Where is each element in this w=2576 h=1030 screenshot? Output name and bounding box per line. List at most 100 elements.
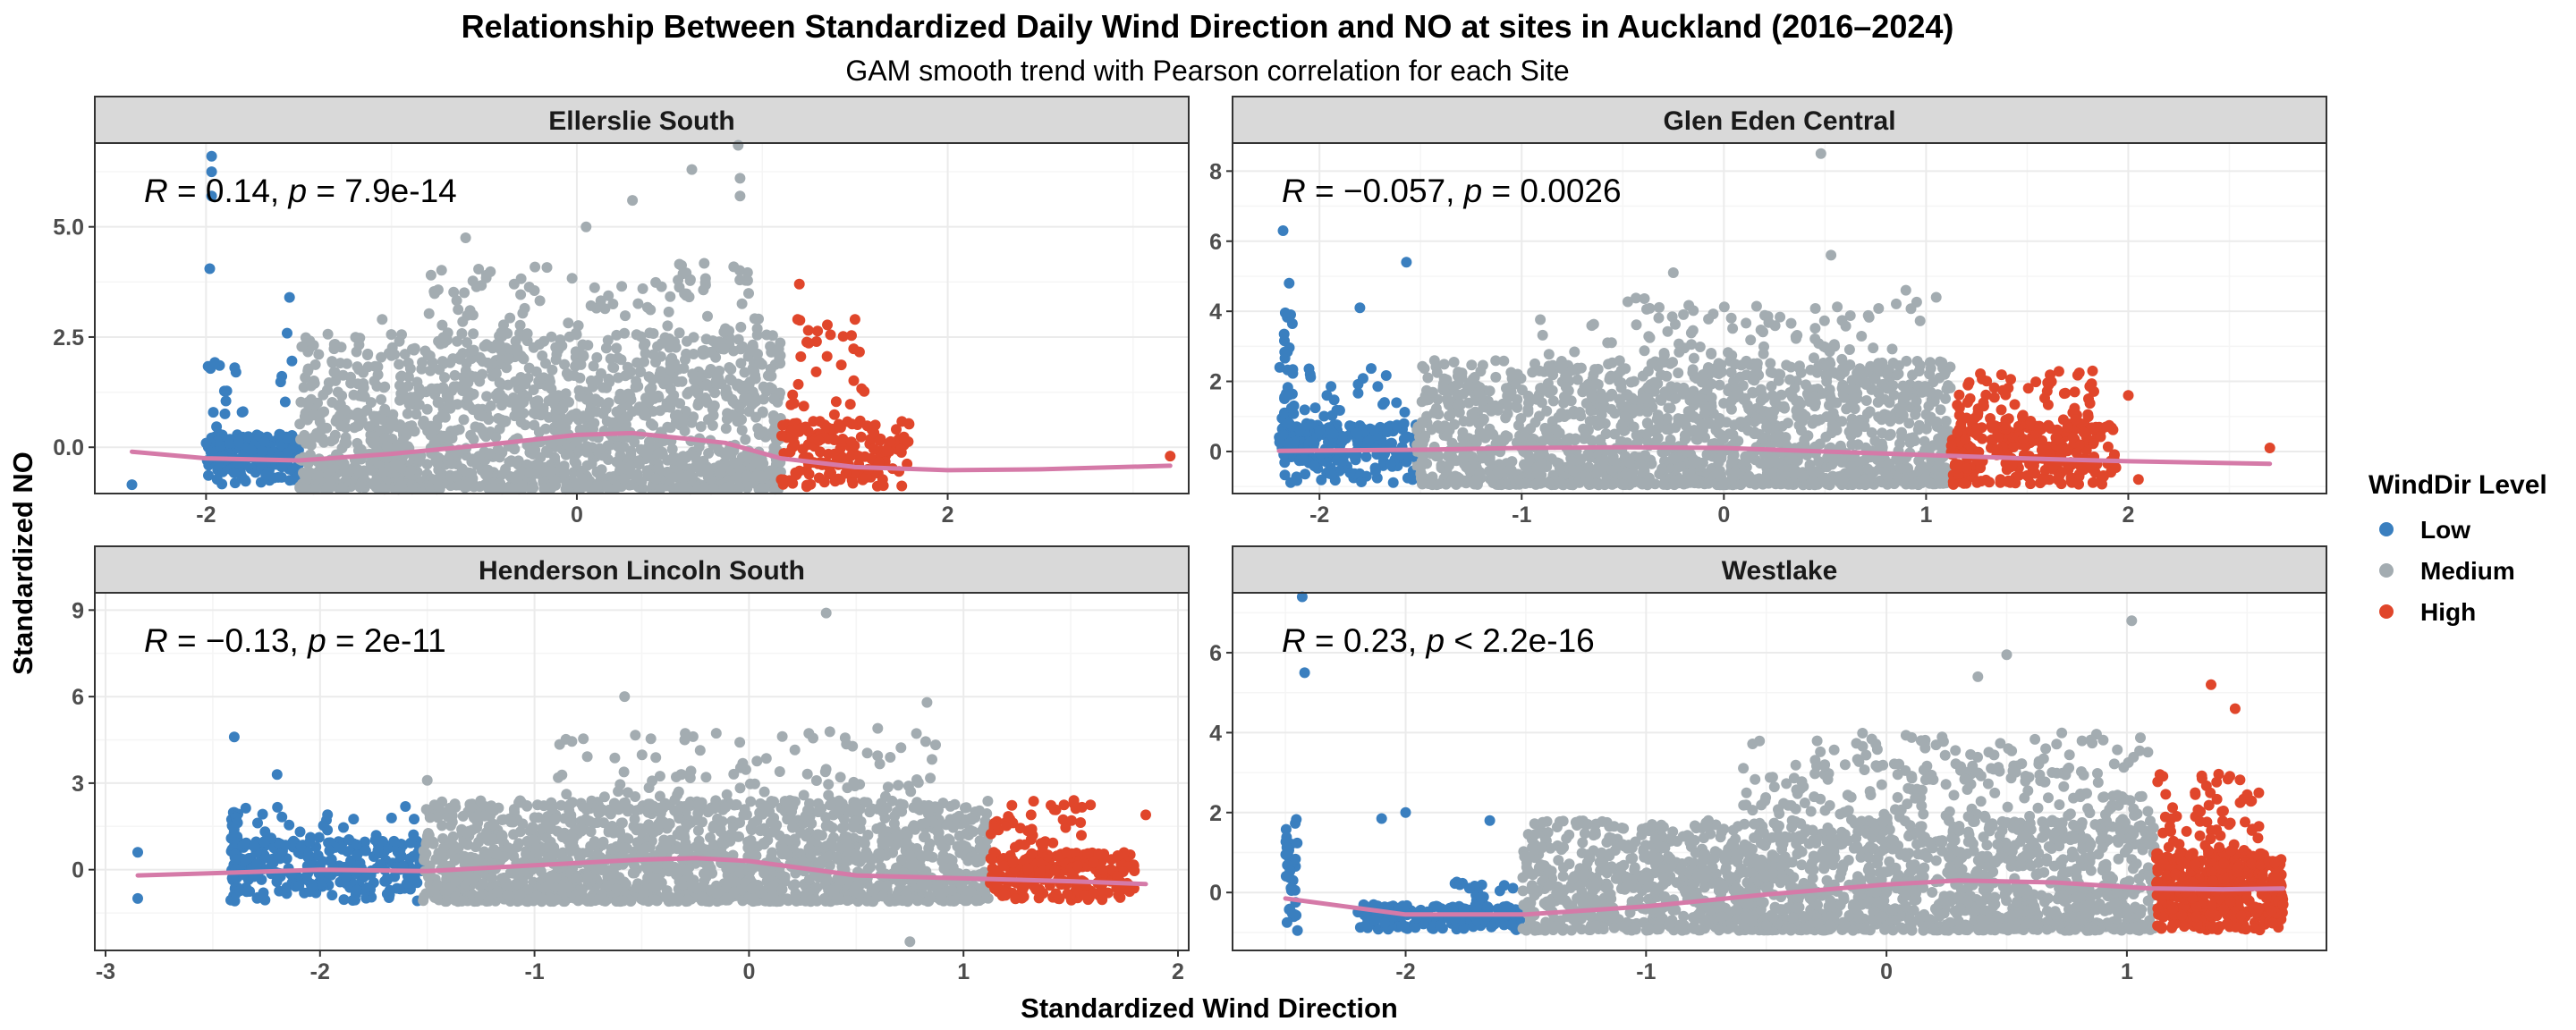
data-point <box>1718 301 1730 313</box>
data-point <box>1740 393 1750 404</box>
data-point <box>1416 456 1428 468</box>
data-point <box>468 328 479 340</box>
data-point <box>537 350 548 361</box>
data-point <box>1477 359 1488 371</box>
data-point <box>1661 424 1673 435</box>
data-point <box>1500 412 1512 424</box>
data-point <box>1458 416 1470 427</box>
data-point <box>425 269 436 281</box>
data-point <box>1484 385 1496 397</box>
data-point <box>1688 457 1699 469</box>
data-point <box>1639 293 1650 304</box>
data-point <box>1543 387 1555 399</box>
data-point <box>1861 408 1873 419</box>
data-point <box>1417 478 1428 490</box>
data-point <box>601 382 613 393</box>
data-point <box>1799 435 1810 446</box>
data-point <box>1535 475 1546 486</box>
data-point <box>2039 393 2050 404</box>
data-point <box>1747 374 1758 385</box>
chart-subtitle: GAM smooth trend with Pearson correlatio… <box>845 55 1569 87</box>
data-point <box>1575 362 1587 374</box>
data-point <box>1590 378 1601 390</box>
data-point <box>1585 405 1597 417</box>
data-point <box>1814 438 1826 450</box>
data-point <box>861 420 873 432</box>
data-point <box>1457 426 1469 438</box>
data-point <box>295 434 307 445</box>
data-point <box>1588 318 1599 330</box>
data-point <box>388 835 400 847</box>
data-point <box>1299 404 1310 416</box>
data-point <box>517 308 529 319</box>
data-point <box>1641 406 1653 418</box>
data-point <box>1615 377 1627 389</box>
data-point <box>1653 412 1665 424</box>
data-point <box>1790 331 1801 342</box>
data-point <box>1498 355 1510 367</box>
data-point <box>367 437 378 449</box>
data-point <box>2095 431 2106 443</box>
data-point <box>1824 346 1835 358</box>
data-point <box>377 314 388 325</box>
data-point <box>1947 478 1959 490</box>
data-point <box>1438 359 1450 370</box>
data-point <box>460 232 471 243</box>
data-point <box>1703 477 1715 489</box>
data-point <box>1885 428 1896 440</box>
data-point <box>267 857 279 869</box>
data-point <box>640 348 651 359</box>
data-point <box>462 377 473 389</box>
data-point <box>1809 352 1819 364</box>
data-point <box>726 393 738 405</box>
data-point <box>516 397 528 409</box>
data-point <box>1666 311 1678 323</box>
data-point <box>1653 312 1665 324</box>
data-point <box>1783 478 1794 490</box>
data-point <box>620 310 631 322</box>
data-point <box>702 469 714 480</box>
data-point <box>451 295 462 307</box>
data-point <box>572 320 584 332</box>
data-point <box>498 319 509 331</box>
data-point <box>606 417 618 428</box>
data-point <box>464 467 476 478</box>
data-point <box>1699 408 1710 419</box>
data-point <box>798 401 809 412</box>
correlation-annotation: R = −0.057, p = 0.0026 <box>1282 173 1622 209</box>
data-point <box>1387 477 1399 488</box>
data-point <box>382 441 393 452</box>
data-point <box>1382 426 1394 437</box>
data-point <box>708 400 720 411</box>
data-point <box>2109 449 2120 460</box>
data-point <box>1850 419 1861 431</box>
data-point <box>578 350 589 361</box>
data-point <box>2100 421 2112 433</box>
data-point <box>1372 381 1384 393</box>
data-point <box>223 437 234 449</box>
data-point <box>459 287 470 299</box>
data-point <box>2264 443 2275 453</box>
data-point <box>219 408 231 419</box>
data-point <box>1809 467 1820 478</box>
data-point <box>2000 389 2012 401</box>
data-point <box>1443 396 1454 408</box>
data-point <box>228 467 240 478</box>
data-point <box>753 313 764 325</box>
data-point <box>702 310 713 322</box>
data-point <box>1683 300 1695 311</box>
data-point <box>468 344 479 356</box>
data-point <box>256 445 267 457</box>
facet-strip-label: Henderson Lincoln South <box>479 556 805 586</box>
data-point <box>445 357 456 368</box>
data-point <box>611 406 623 418</box>
data-point <box>700 380 712 392</box>
data-point <box>353 364 365 376</box>
data-point <box>1757 433 1768 444</box>
data-point <box>1567 465 1579 477</box>
data-point <box>1631 319 1642 331</box>
data-point <box>1420 394 1432 406</box>
data-point <box>585 300 597 311</box>
data-point <box>1894 462 1906 474</box>
data-point <box>1706 378 1717 390</box>
